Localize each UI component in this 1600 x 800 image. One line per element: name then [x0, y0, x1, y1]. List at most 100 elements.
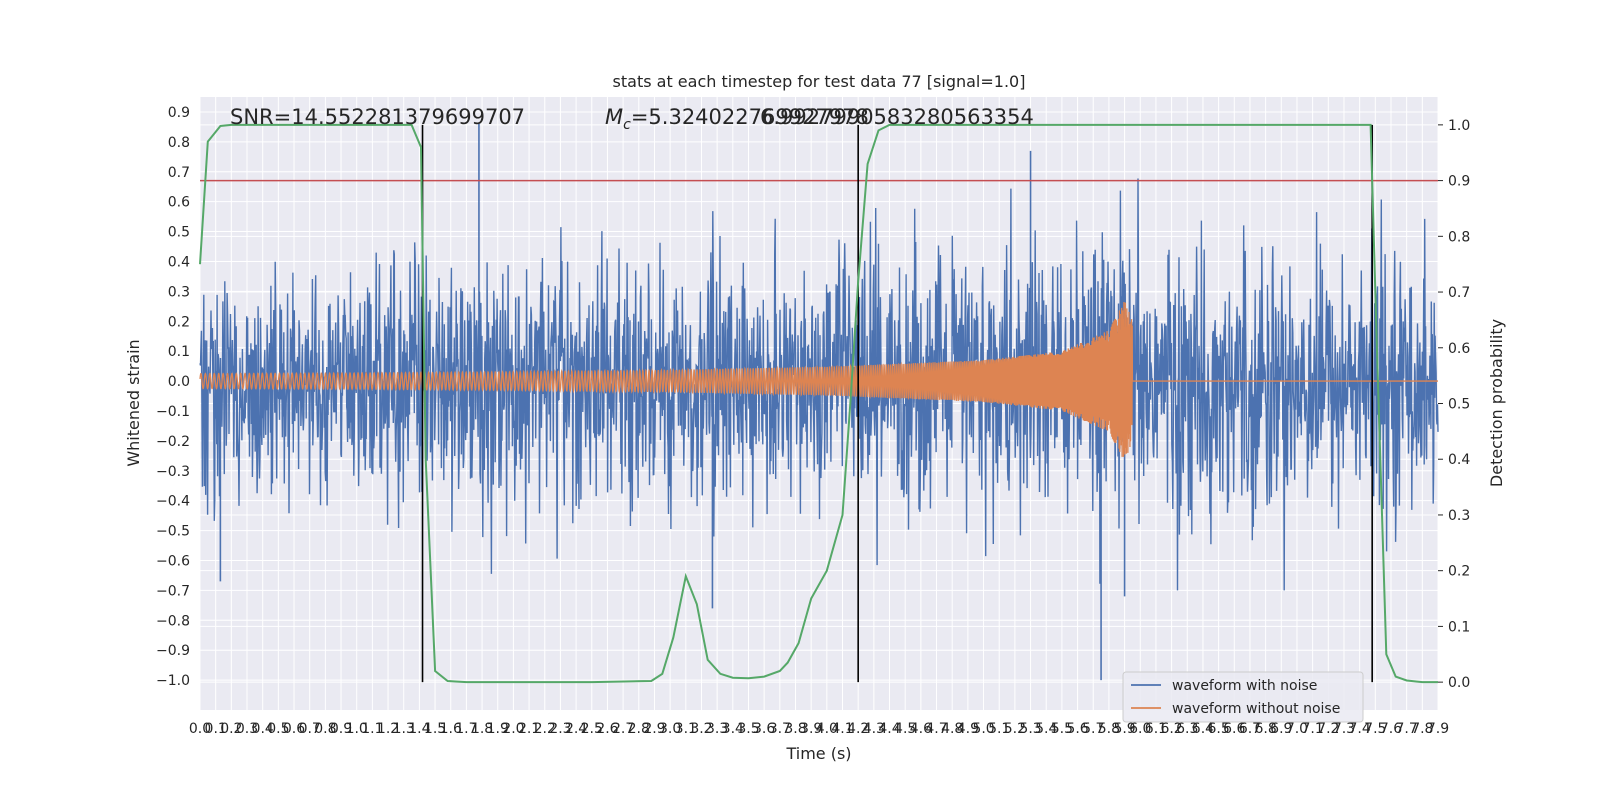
x-tick-label: 5.3 — [1019, 721, 1041, 737]
x-tick-label: 6.2 — [1160, 721, 1182, 737]
y-tick-label: −0.2 — [156, 434, 190, 450]
x-tick-label: 6.6 — [1223, 721, 1245, 737]
y-right-tick-label: 0.4 — [1448, 452, 1470, 468]
y-right-tick-label: 0.6 — [1448, 341, 1470, 357]
x-tick-label: 0.1 — [205, 721, 227, 737]
x-tick-label: 6.8 — [1254, 721, 1276, 737]
x-tick-label: 6.3 — [1176, 721, 1198, 737]
x-tick-label: 7.0 — [1286, 721, 1308, 737]
x-tick-label: 4.1 — [831, 721, 853, 737]
x-tick-label: 6.7 — [1239, 721, 1261, 737]
y-tick-label: 0.7 — [168, 165, 190, 181]
x-tick-label: 0.2 — [220, 721, 242, 737]
x-tick-label: 3.3 — [706, 721, 728, 737]
x-tick-label: 2.1 — [518, 721, 540, 737]
x-tick-label: 0.8 — [314, 721, 336, 737]
x-tick-label: 3.8 — [784, 721, 806, 737]
x-tick-label: 5.5 — [1051, 721, 1073, 737]
y-tick-label: 0.6 — [168, 195, 190, 211]
x-tick-label: 4.8 — [941, 721, 963, 737]
x-tick-label: 1.5 — [424, 721, 446, 737]
chirp-mass-symbol: M — [605, 105, 623, 129]
x-tick-label: 7.4 — [1349, 721, 1371, 737]
x-tick-label: 2.0 — [502, 721, 524, 737]
chirp-mass-value: =5.324022769927978 — [631, 105, 869, 129]
x-tick-label: 4.5 — [894, 721, 916, 737]
x-tick-label: 2.7 — [612, 721, 634, 737]
y-tick-label: −0.9 — [156, 643, 190, 659]
y-tick-label: −0.4 — [156, 494, 190, 510]
x-tick-label: 2.2 — [534, 721, 556, 737]
y-right-tick-label: 0.2 — [1448, 564, 1470, 580]
x-tick-label: 6.9 — [1270, 721, 1292, 737]
y-right-tick-label: 0.8 — [1448, 229, 1470, 245]
x-tick-label: 7.8 — [1411, 721, 1433, 737]
x-tick-label: 5.1 — [988, 721, 1010, 737]
y-tick-label: 0.2 — [168, 314, 190, 330]
chirp-mass-subscript: c — [623, 117, 631, 133]
x-tick-label: 7.1 — [1302, 721, 1324, 737]
x-tick-label: 6.4 — [1192, 721, 1214, 737]
y-tick-label: −0.3 — [156, 464, 190, 480]
y-tick-label: −1.0 — [156, 673, 190, 689]
y-tick-label: −0.1 — [156, 404, 190, 420]
x-tick-label: 7.9 — [1427, 721, 1449, 737]
x-tick-label: 4.2 — [847, 721, 869, 737]
y-tick-label: 0.9 — [168, 105, 190, 121]
y-axis-right-label: Detection probability — [1487, 319, 1506, 487]
x-tick-label: 0.0 — [189, 721, 211, 737]
x-tick-label: 4.7 — [925, 721, 947, 737]
y-right-tick-label: 0.3 — [1448, 508, 1470, 524]
x-tick-label: 0.3 — [236, 721, 258, 737]
x-tick-label: 2.6 — [596, 721, 618, 737]
y-right-tick-label: 0.1 — [1448, 619, 1470, 635]
x-tick-label: 3.1 — [675, 721, 697, 737]
x-tick-label: 1.0 — [346, 721, 368, 737]
x-tick-label: 2.3 — [549, 721, 571, 737]
y-right-tick-label: 0.7 — [1448, 285, 1470, 301]
x-tick-label: 1.2 — [377, 721, 399, 737]
x-tick-label: 2.8 — [628, 721, 650, 737]
x-tick-label: 5.7 — [1082, 721, 1104, 737]
y-tick-label: 0.3 — [168, 284, 190, 300]
x-tick-label: 7.6 — [1380, 721, 1402, 737]
x-tick-label: 1.3 — [393, 721, 415, 737]
snr-annotation: SNR=14.552281379699707 — [230, 105, 525, 129]
x-tick-label: 2.4 — [565, 721, 587, 737]
data-layer — [199, 123, 1439, 684]
x-axis-label: Time (s) — [785, 744, 851, 763]
x-tick-label: 6.5 — [1207, 721, 1229, 737]
x-tick-label: 2.5 — [581, 721, 603, 737]
legend: waveform with noise waveform without noi… — [1122, 671, 1364, 723]
x-tick-label: 7.2 — [1317, 721, 1339, 737]
legend-label-noise: waveform with noise — [1172, 678, 1317, 694]
y-right-tick-label: 0.0 — [1448, 675, 1470, 691]
y-tick-label: 0.5 — [168, 225, 190, 241]
x-tick-label: 5.6 — [1066, 721, 1088, 737]
x-tick-label: 5.4 — [1035, 721, 1057, 737]
y-tick-label: −0.6 — [156, 553, 190, 569]
x-tick-label: 1.8 — [471, 721, 493, 737]
x-tick-label: 3.7 — [769, 721, 791, 737]
x-tick-label: 2.9 — [643, 721, 665, 737]
x-tick-label: 3.9 — [800, 721, 822, 737]
x-tick-label: 1.1 — [361, 721, 383, 737]
x-tick-label: 4.4 — [878, 721, 900, 737]
x-tick-label: 5.8 — [1098, 721, 1120, 737]
x-tick-label: 6.1 — [1145, 721, 1167, 737]
y-right-tick-label: 1.0 — [1448, 118, 1470, 134]
y-right-tick-label: 0.5 — [1448, 397, 1470, 413]
x-tick-label: 0.7 — [299, 721, 321, 737]
x-tick-label: 0.6 — [283, 721, 305, 737]
x-tick-label: 1.4 — [408, 721, 430, 737]
legend-box — [1122, 671, 1364, 723]
x-tick-label: 4.3 — [863, 721, 885, 737]
overlap-annotation: 6.9927990583280563354 — [760, 105, 1034, 129]
x-tick-label: 5.9 — [1113, 721, 1135, 737]
y-tick-label: 0.1 — [168, 344, 190, 360]
legend-label-clean: waveform without noise — [1172, 701, 1340, 717]
y-tick-label: 0.8 — [168, 135, 190, 151]
x-tick-label: 3.5 — [737, 721, 759, 737]
x-tick-label: 4.6 — [910, 721, 932, 737]
